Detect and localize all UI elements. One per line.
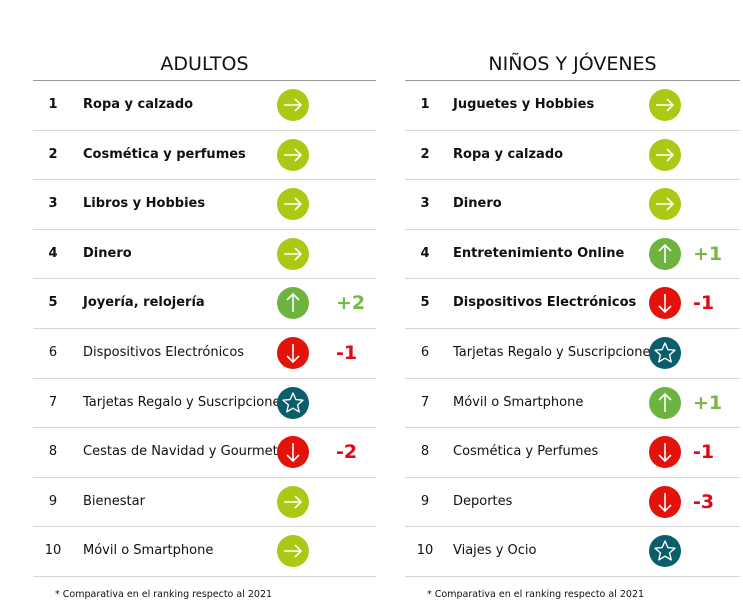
rank: 1 xyxy=(48,97,58,112)
trend-icon xyxy=(649,138,681,171)
trend-icon xyxy=(649,436,681,469)
ranking-row: 6 Dispositivos Electrónicos -1 xyxy=(33,329,376,379)
trend-icon xyxy=(277,436,309,469)
item-label: Móvil o Smartphone xyxy=(83,543,214,559)
ranking-row: 4 Dinero xyxy=(33,230,376,280)
trend-icon xyxy=(649,485,681,518)
item-label: Cestas de Navidad y Gourmet xyxy=(83,444,278,460)
rank: 2 xyxy=(48,146,58,162)
item-label: Cosmética y Perfumes xyxy=(453,444,599,460)
rank: 2 xyxy=(420,146,430,162)
rank-change: -1 xyxy=(693,292,715,315)
item-label: Dispositivos Electrónicos xyxy=(453,295,637,311)
ranking-row: 10 Móvil o Smartphone xyxy=(33,527,376,577)
item-label: Joyería, relojería xyxy=(83,295,205,311)
trend-icon xyxy=(649,89,681,121)
rank: 7 xyxy=(48,394,58,410)
ranking-row: 6 Tarjetas Regalo y Suscripciones xyxy=(405,329,740,379)
item-label: Viajes y Ocio xyxy=(453,543,537,559)
item-label: Dinero xyxy=(453,196,502,212)
item-label: Dispositivos Electrónicos xyxy=(83,344,245,360)
rank: 4 xyxy=(420,245,430,261)
item-label: Libros y Hobbies xyxy=(83,196,206,212)
rank: 1 xyxy=(420,97,430,112)
item-label: Entretenimiento Online xyxy=(453,245,625,261)
rank-change: -3 xyxy=(693,490,715,513)
rank-change: -2 xyxy=(336,441,358,464)
rank: 6 xyxy=(420,344,430,360)
panel-title: ADULTOS xyxy=(33,48,376,81)
footnote: * Comparativa en el ranking respecto al … xyxy=(427,588,645,600)
rank: 3 xyxy=(48,196,58,212)
trend-icon xyxy=(277,287,309,320)
item-label: Deportes xyxy=(453,493,513,509)
ranking-row: 1 Juguetes y Hobbies xyxy=(405,81,740,131)
trend-icon xyxy=(649,535,681,568)
rank: 5 xyxy=(420,295,430,311)
rank: 5 xyxy=(48,295,58,311)
trend-icon xyxy=(649,188,681,221)
ranking-row: 1 Ropa y calzado xyxy=(33,81,376,131)
panel-title: NIÑOS Y JÓVENES xyxy=(405,48,740,81)
trend-icon xyxy=(649,287,681,320)
ranking-row: 2 Cosmética y perfumes xyxy=(33,131,376,181)
ranking-row: 7 Tarjetas Regalo y Suscripciones xyxy=(33,379,376,429)
ranking-row: 5 Joyería, relojería +2 xyxy=(33,279,376,329)
rank: 8 xyxy=(48,444,58,460)
rank-change: +1 xyxy=(693,391,723,414)
rank: 3 xyxy=(420,196,430,212)
item-label: Dinero xyxy=(83,245,132,261)
panel: NIÑOS Y JÓVENES 1 Juguetes y Hobbies 2 Ropa … xyxy=(405,48,740,600)
item-label: Juguetes y Hobbies xyxy=(453,97,595,112)
trend-icon xyxy=(649,336,681,369)
trend-icon xyxy=(277,188,309,221)
trend-icon xyxy=(277,485,309,518)
ranking-row: 7 Móvil o Smartphone +1 xyxy=(405,379,740,429)
trend-icon xyxy=(277,138,309,171)
rank-change: -1 xyxy=(693,441,715,464)
item-label: Bienestar xyxy=(83,493,145,509)
trend-icon xyxy=(277,89,309,121)
trend-icon xyxy=(649,237,681,270)
item-label: Móvil o Smartphone xyxy=(453,394,584,410)
rank: 9 xyxy=(420,493,430,509)
footnote: * Comparativa en el ranking respecto al … xyxy=(55,588,273,600)
item-label: Tarjetas Regalo y Suscripciones xyxy=(83,394,288,410)
rank: 9 xyxy=(48,493,58,509)
ranking-row: 8 Cestas de Navidad y Gourmet -2 xyxy=(33,428,376,478)
rank: 4 xyxy=(48,245,58,261)
rank: 8 xyxy=(420,444,430,460)
rank: 6 xyxy=(48,344,58,360)
ranking-row: 3 Dinero xyxy=(405,180,740,230)
rank: 10 xyxy=(416,543,434,559)
item-label: Cosmética y perfumes xyxy=(83,146,246,162)
rank-change: +2 xyxy=(336,292,366,315)
ranking-row: 9 Deportes -3 xyxy=(405,478,740,528)
rank: 7 xyxy=(420,394,430,410)
trend-icon xyxy=(277,386,309,419)
item-label: Ropa y calzado xyxy=(453,146,564,162)
ranking-row: 5 Dispositivos Electrónicos -1 xyxy=(405,279,740,329)
trend-icon xyxy=(277,336,309,369)
rank-change: -1 xyxy=(336,341,358,364)
panel: ADULTOS 1 Ropa y calzado 2 Cosmética y perfu… xyxy=(33,48,376,600)
ranking-row: 10 Viajes y Ocio xyxy=(405,527,740,577)
ranking-row: 8 Cosmética y Perfumes -1 xyxy=(405,428,740,478)
rank: 10 xyxy=(44,543,62,559)
item-label: Ropa y calzado xyxy=(83,97,194,112)
trend-icon xyxy=(277,535,309,568)
trend-icon xyxy=(649,386,681,419)
ranking-row: 2 Ropa y calzado xyxy=(405,131,740,181)
ranking-row: 4 Entretenimiento Online +1 xyxy=(405,230,740,280)
ranking-row: 3 Libros y Hobbies xyxy=(33,180,376,230)
rank-change: +1 xyxy=(693,242,723,265)
trend-icon xyxy=(277,237,309,270)
item-label: Tarjetas Regalo y Suscripciones xyxy=(453,344,658,360)
ranking-row: 9 Bienestar xyxy=(33,478,376,528)
